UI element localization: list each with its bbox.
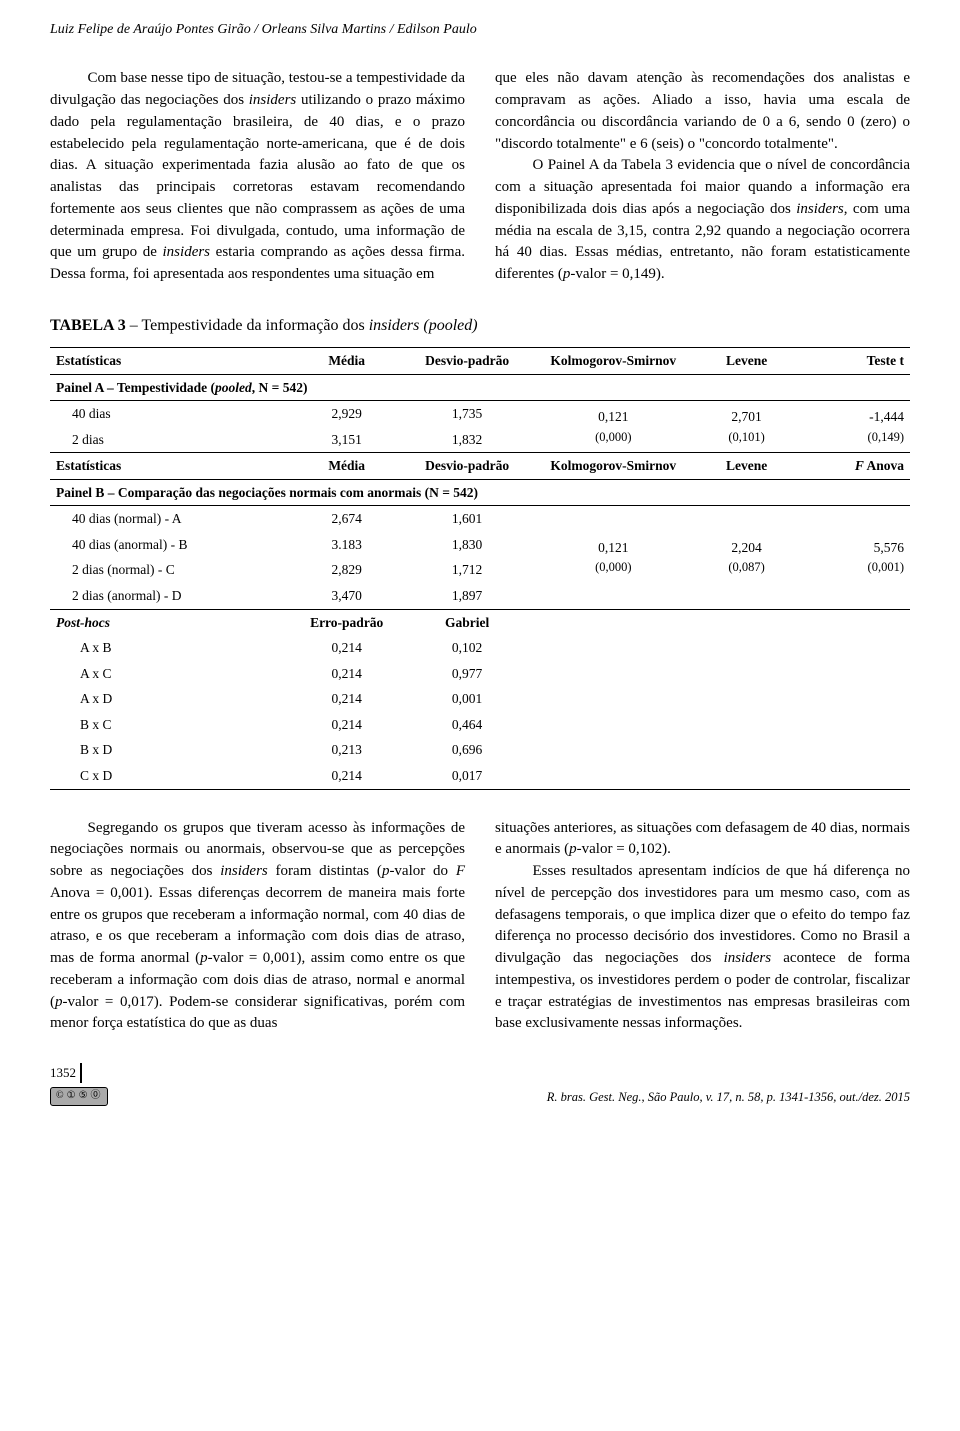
pb-r2-media: 3.183 [291, 532, 403, 558]
page-number: 1352 [50, 1064, 76, 1083]
h1-c5: Levene [695, 348, 798, 374]
h1-c1: Estatísticas [50, 348, 291, 374]
pa-r1-dp: 1,735 [403, 401, 532, 427]
table3-title: TABELA 3 – Tempestividade da informação … [50, 314, 910, 337]
discussion-columns: Segregando os grupos que tiveram acesso … [50, 818, 910, 1036]
posthocs-pair: B x C [50, 712, 291, 738]
posthocs-ep: 0,214 [291, 635, 403, 661]
pb-ks: 0,121(0,000) [532, 506, 695, 609]
pb-r3-media: 2,829 [291, 557, 403, 583]
pa-ks: 0,121(0,000) [532, 401, 695, 453]
pb-lev: 2,204(0,087) [695, 506, 798, 609]
discussion-right-col: situações anteriores, as situações com d… [495, 818, 910, 1036]
posthocs-gabriel: 0,001 [403, 686, 532, 712]
posthocs-gabriel: 0,017 [403, 763, 532, 789]
discussion-right-para-1: situações anteriores, as situações com d… [495, 818, 910, 862]
intro-right-para-2: O Painel A da Tabela 3 evidencia que o n… [495, 155, 910, 286]
panel-b-row-1: 40 dias (normal) - A 2,674 1,601 0,121(0… [50, 506, 910, 532]
table3: Estatísticas Média Desvio-padrão Kolmogo… [50, 347, 910, 790]
posthocs-pair: A x D [50, 686, 291, 712]
posthocs-pair: C x D [50, 763, 291, 789]
posthocs-h2: Erro-padrão [291, 609, 403, 635]
pb-r4-media: 3,470 [291, 583, 403, 609]
pb-r3-dp: 1,712 [403, 557, 532, 583]
discussion-left-col: Segregando os grupos que tiveram acesso … [50, 818, 465, 1036]
posthocs-row: C x D0,2140,017 [50, 763, 910, 789]
posthocs-ep: 0,214 [291, 686, 403, 712]
panel-a-row-1: 40 dias 2,929 1,735 0,121(0,000) 2,701(0… [50, 401, 910, 427]
pa-r2-dp: 1,832 [403, 427, 532, 453]
panel-a-label: Painel A – Tempestividade (pooled, N = 5… [50, 374, 910, 401]
pb-r1-media: 2,674 [291, 506, 403, 532]
page-footer: 1352 ©①⑤⓪ R. bras. Gest. Neg., São Paulo… [50, 1063, 910, 1106]
posthocs-row: A x B0,2140,102 [50, 635, 910, 661]
cc-license-badge: ©①⑤⓪ [50, 1087, 108, 1106]
pb-r3-label: 2 dias (normal) - C [50, 557, 291, 583]
intro-left-para: Com base nesse tipo de situação, testou-… [50, 68, 465, 286]
h1-c4: Kolmogorov-Smirnov [532, 348, 695, 374]
h2-c5: Levene [695, 453, 798, 480]
posthocs-row: A x C0,2140,977 [50, 661, 910, 687]
pa-r2-label: 2 dias [50, 427, 291, 453]
posthocs-ep: 0,214 [291, 712, 403, 738]
posthocs-row: B x C0,2140,464 [50, 712, 910, 738]
pb-f: 5,576(0,001) [798, 506, 910, 609]
h2-c4: Kolmogorov-Smirnov [532, 453, 695, 480]
posthocs-ep: 0,214 [291, 661, 403, 687]
intro-right-para-1: que eles não davam atenção às recomendaç… [495, 68, 910, 155]
panel-a-label-text: Painel A – Tempestividade (pooled, N = 5… [50, 374, 910, 401]
panel-b-label: Painel B – Comparação das negociações no… [50, 479, 910, 506]
page-number-bar [80, 1063, 82, 1083]
posthocs-pair: B x D [50, 737, 291, 763]
table3-header-1: Estatísticas Média Desvio-padrão Kolmogo… [50, 348, 910, 374]
h2-c1: Estatísticas [50, 453, 291, 480]
h1-c2: Média [291, 348, 403, 374]
discussion-left-para: Segregando os grupos que tiveram acesso … [50, 818, 465, 1036]
pb-r4-label: 2 dias (anormal) - D [50, 583, 291, 609]
posthocs-label: Post-hocs [50, 609, 291, 635]
posthocs-gabriel: 0,696 [403, 737, 532, 763]
posthocs-row: B x D0,2130,696 [50, 737, 910, 763]
authors-header: Luiz Felipe de Araújo Pontes Girão / Orl… [50, 20, 910, 40]
intro-left-col: Com base nesse tipo de situação, testou-… [50, 68, 465, 286]
footer-left: 1352 ©①⑤⓪ [50, 1063, 108, 1106]
pa-r2-media: 3,151 [291, 427, 403, 453]
posthocs-header: Post-hocs Erro-padrão Gabriel [50, 609, 910, 635]
posthocs-row: A x D0,2140,001 [50, 686, 910, 712]
discussion-right-para-2: Esses resultados apresentam indícios de … [495, 861, 910, 1035]
pb-r2-label: 40 dias (anormal) - B [50, 532, 291, 558]
pa-lev: 2,701(0,101) [695, 401, 798, 453]
h2-c6: F Anova [798, 453, 910, 480]
posthocs-gabriel: 0,977 [403, 661, 532, 687]
posthocs-ep: 0,213 [291, 737, 403, 763]
h1-c6: Teste t [798, 348, 910, 374]
posthocs-gabriel: 0,464 [403, 712, 532, 738]
pb-r2-dp: 1,830 [403, 532, 532, 558]
posthocs-ep: 0,214 [291, 763, 403, 789]
h1-c3: Desvio-padrão [403, 348, 532, 374]
journal-citation: R. bras. Gest. Neg., São Paulo, v. 17, n… [547, 1088, 910, 1106]
pb-r1-dp: 1,601 [403, 506, 532, 532]
table3-title-rest: – Tempestividade da informação dos insid… [126, 317, 478, 334]
posthocs-pair: A x C [50, 661, 291, 687]
panel-b-label-text: Painel B – Comparação das negociações no… [50, 479, 910, 506]
pa-r1-label: 40 dias [50, 401, 291, 427]
pb-r1-label: 40 dias (normal) - A [50, 506, 291, 532]
pa-r1-media: 2,929 [291, 401, 403, 427]
table3-title-bold: TABELA 3 [50, 317, 126, 334]
h2-c2: Média [291, 453, 403, 480]
pa-t: -1,444(0,149) [798, 401, 910, 453]
intro-right-col: que eles não davam atenção às recomendaç… [495, 68, 910, 286]
pb-r4-dp: 1,897 [403, 583, 532, 609]
table3-header-2: Estatísticas Média Desvio-padrão Kolmogo… [50, 453, 910, 480]
h2-c3: Desvio-padrão [403, 453, 532, 480]
posthocs-h3: Gabriel [403, 609, 532, 635]
intro-columns: Com base nesse tipo de situação, testou-… [50, 68, 910, 286]
posthocs-pair: A x B [50, 635, 291, 661]
posthocs-gabriel: 0,102 [403, 635, 532, 661]
